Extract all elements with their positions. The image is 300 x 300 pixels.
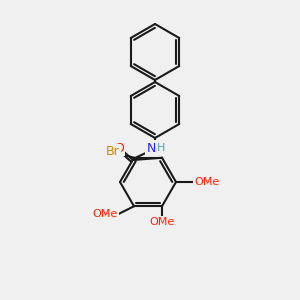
Text: OMe: OMe xyxy=(93,209,118,219)
Text: H: H xyxy=(157,143,165,153)
Text: O: O xyxy=(114,142,124,154)
Text: N: N xyxy=(146,142,156,154)
Text: OMe: OMe xyxy=(149,217,175,227)
Text: OMe: OMe xyxy=(194,177,219,187)
Text: Br: Br xyxy=(106,145,120,158)
